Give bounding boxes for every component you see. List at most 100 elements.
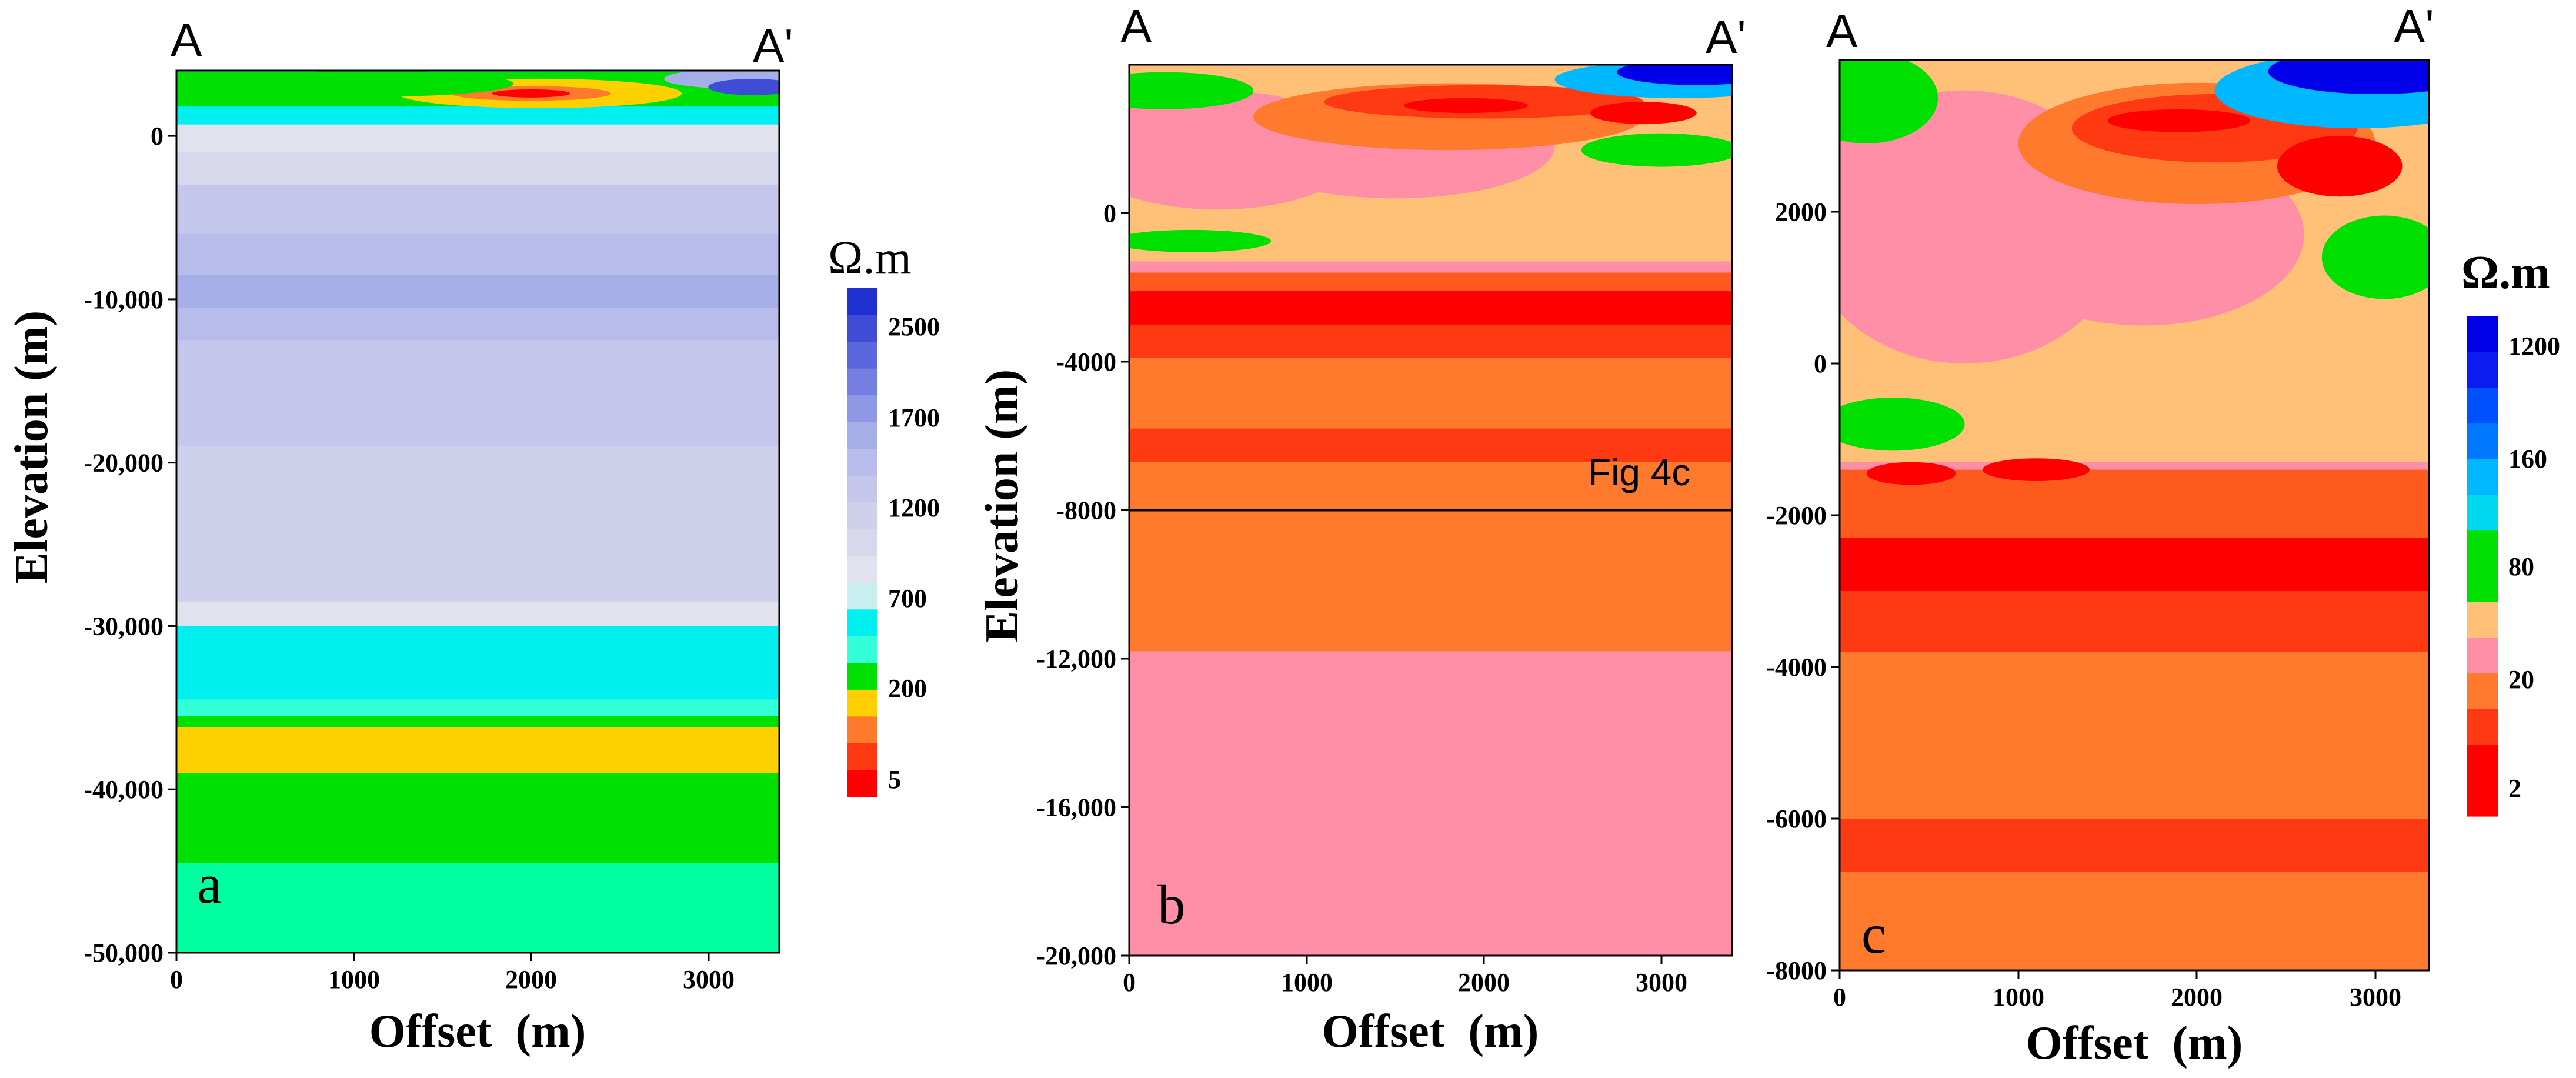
resistivity-body (2268, 60, 2429, 95)
fig4c-label: Fig 4c (1588, 451, 1690, 493)
resistivity-layer (1840, 591, 2429, 652)
resistivity-body (1129, 72, 1253, 109)
y-tick-label: -30,000 (84, 612, 163, 640)
colorbar-label: 2500 (888, 312, 940, 341)
resistivity-layer (176, 699, 779, 716)
colorbar-label: 1200 (888, 493, 940, 522)
colorbar-swatch (2467, 495, 2498, 531)
x-tick-label: 2000 (2171, 983, 2223, 1012)
x-tick-label: 3000 (2350, 983, 2401, 1012)
colorbar-swatch (847, 609, 877, 637)
resistivity-body (708, 78, 779, 95)
plot-area-a (176, 71, 779, 953)
resistivity-body (1581, 133, 1732, 167)
colorbar-swatch (847, 743, 877, 771)
resistivity-body (1617, 65, 1732, 85)
y-tick-label: -8000 (1056, 496, 1116, 525)
resistivity-layer (176, 340, 779, 447)
y-tick-label: -20,000 (84, 449, 163, 478)
y-tick-label: 0 (1814, 349, 1827, 378)
colorbar-swatch (2467, 316, 2498, 353)
colorbar-swatch (847, 556, 877, 583)
resistivity-layer (176, 307, 779, 341)
y-tick-label: -2000 (1766, 501, 1827, 530)
resistivity-layer (176, 185, 779, 235)
panel-label: b (1157, 873, 1186, 936)
colorbar-swatch (2467, 566, 2498, 603)
profile-start-label: A (171, 14, 202, 66)
y-tick-label: -40,000 (84, 775, 163, 804)
x-tick-label: 0 (1123, 968, 1136, 997)
axes-a: 0 1000 2000 3000 0 -10,000 -20,000 -30,000 -40,0… (84, 122, 735, 994)
colorbar-swatch (847, 770, 877, 797)
resistivity-body (1982, 458, 2090, 481)
colorbar-label: 1200 (2508, 332, 2560, 361)
colorbar-label: 20 (2508, 665, 2534, 694)
colorbar-swatch (847, 422, 877, 449)
colorbar-swatch (2467, 602, 2498, 639)
resistivity-layer (1840, 538, 2429, 592)
resistivity-layer (1840, 652, 2429, 819)
resistivity-layer (1129, 651, 1732, 956)
panel-b: Fig 4c A A' b 0 1000 2000 3000 0 -4000 -8000 -1… (976, 0, 1746, 1057)
resistivity-layer (176, 863, 779, 953)
colorbar-a: 2500 1700 1200 700 200 5 (847, 288, 940, 797)
resistivity-body (2321, 215, 2429, 299)
colorbar-swatch (847, 529, 877, 556)
x-tick-label: 2000 (505, 965, 557, 994)
y-axis-label: Elevation (m) (976, 369, 1028, 642)
colorbar-swatch (847, 636, 877, 663)
colorbar-swatch (847, 689, 877, 717)
colorbar-c: 1200 160 80 20 2 (2467, 316, 2560, 817)
colorbar-swatch (847, 663, 877, 690)
colorbar-swatch (2467, 745, 2498, 781)
y-tick-label: -8000 (1766, 956, 1827, 985)
axes-b: 0 1000 2000 3000 0 -4000 -8000 -12,000 -16,000 -2… (1036, 199, 1687, 997)
profile-end-label: A' (1706, 11, 1746, 63)
x-tick-label: 1000 (1281, 968, 1333, 997)
profile-end-label: A' (753, 19, 793, 72)
colorbar-label: 2 (2508, 774, 2521, 803)
resistivity-layer (176, 233, 779, 275)
colorbar-swatch (847, 368, 877, 396)
colorbar-swatch (2467, 352, 2498, 389)
x-tick-label: 0 (170, 965, 183, 994)
profile-end-label: A' (2394, 0, 2434, 52)
colorbar-title: Ω.m (828, 232, 912, 284)
y-tick-label: 0 (1103, 199, 1116, 228)
plot-area-c (1840, 60, 2429, 970)
colorbar-label: 160 (2508, 445, 2547, 473)
plot-area-b (1129, 65, 1732, 956)
colorbar-label: 5 (888, 765, 901, 794)
colorbar-label: 700 (888, 584, 927, 613)
colorbar-swatch (2467, 388, 2498, 424)
resistivity-body (1590, 102, 1697, 124)
y-tick-label: 0 (151, 122, 163, 151)
resistivity-layer (176, 152, 779, 185)
y-tick-label: -4000 (1056, 348, 1116, 376)
resistivity-body (1866, 462, 1956, 485)
y-tick-label: -20,000 (1036, 942, 1116, 970)
y-tick-label: -16,000 (1036, 793, 1116, 822)
colorbar-swatch (2467, 530, 2498, 567)
colorbar-swatch (847, 288, 877, 316)
resistivity-body (2277, 136, 2403, 197)
panel-a: A A' a 0 1000 2000 3000 0 -10,000 -20,000 -30,0… (6, 14, 940, 1057)
resistivity-layer (1129, 428, 1732, 462)
y-tick-label: -50,000 (84, 939, 163, 967)
resistivity-body (1840, 60, 1938, 143)
resistivity-layer (176, 626, 779, 700)
resistivity-layer (176, 601, 779, 626)
panel-c: A A' c 0 1000 2000 3000 2000 0 -2000 -4000 -6000… (1766, 0, 2560, 1069)
x-axis-label: Offset (m) (2026, 1017, 2243, 1069)
resistivity-body (1404, 98, 1529, 114)
y-tick-label: -12,000 (1036, 645, 1116, 673)
resistivity-layer (176, 727, 779, 773)
x-tick-label: 1000 (328, 965, 380, 994)
colorbar-title: Ω.m (2461, 247, 2550, 299)
resistivity-layer (1129, 324, 1732, 359)
colorbar-swatch (2467, 459, 2498, 496)
resistivity-layer (1129, 261, 1732, 273)
colorbar-swatch (847, 342, 877, 369)
